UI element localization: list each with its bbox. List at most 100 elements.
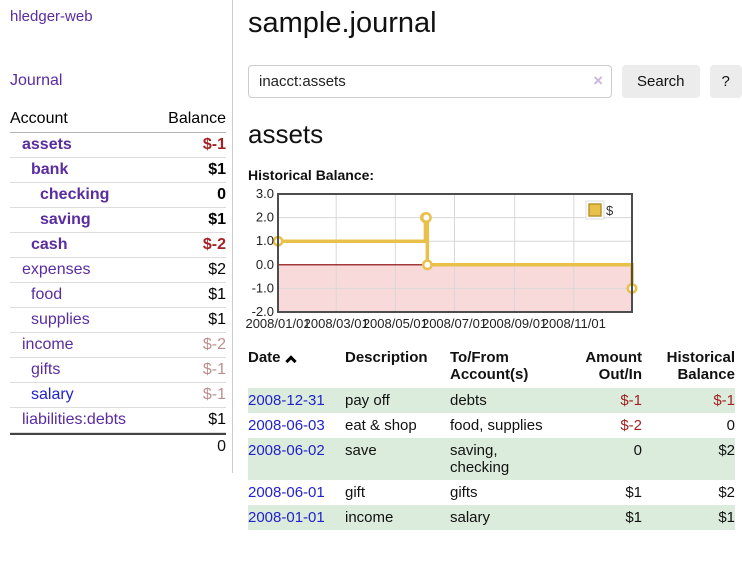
transaction-accounts: food, supplies [450, 416, 543, 434]
account-link[interactable]: income [22, 336, 74, 353]
transaction-row[interactable]: 2008-06-02 save saving, checking 0 $2 [248, 437, 735, 480]
register-rows: 2008-12-31 pay off debts $-1 $-1 2008-06-03 ea… [248, 387, 735, 530]
historical-balance-chart[interactable]: $3.0 2.0 1.0 0.0 -1.0 -2.0 2008/01/01 2008/03/0… [245, 186, 742, 334]
register-column-date[interactable]: Date [248, 349, 345, 383]
svg-text:2008/09/01: 2008/09/01 [482, 316, 547, 331]
search-box: × [248, 64, 612, 98]
account-row: cash $-2 [10, 233, 226, 258]
account-balance: $1 [208, 286, 226, 303]
transaction-date-cell: 2008-01-01 [248, 509, 345, 526]
transaction-balance: 0 [726, 416, 735, 434]
account-balance: $-1 [202, 386, 226, 403]
transaction-date-link[interactable]: 2008-06-01 [248, 483, 325, 501]
transaction-amount: $-1 [620, 391, 642, 409]
svg-text:2008/03/01: 2008/03/01 [304, 316, 369, 331]
chart-label: Historical Balance: [248, 166, 375, 183]
register-column-accounts: To/From Account(s) [450, 348, 529, 383]
account-balance: $1 [208, 311, 226, 328]
account-row: assets $-1 [10, 133, 226, 158]
account-balance: $-1 [202, 361, 226, 378]
account-row: food $1 [10, 283, 226, 308]
transaction-date-link[interactable]: 2008-06-03 [248, 416, 325, 434]
transaction-balance: $-1 [713, 391, 735, 409]
account-row: income $-2 [10, 333, 226, 358]
account-link[interactable]: assets [22, 136, 72, 153]
register-table-header: Date Description To/From Account(s) Amou… [248, 349, 735, 383]
transaction-description: pay off [345, 391, 390, 409]
transaction-date-link[interactable]: 2008-06-02 [248, 441, 325, 459]
transaction-date-cell: 2008-06-03 [248, 417, 345, 434]
account-link[interactable]: liabilities:debts [22, 411, 127, 428]
chart-svg: $3.0 2.0 1.0 0.0 -1.0 -2.02008/01/012008/03/0… [245, 186, 638, 331]
account-row: liabilities:debts $1 [10, 408, 226, 433]
transaction-row[interactable]: 2008-01-01 income salary $1 $1 [248, 504, 735, 530]
page-title: sample.journal [248, 7, 437, 39]
accounts-column-balance: Balance [168, 110, 226, 127]
transaction-date-link[interactable]: 2008-01-01 [248, 508, 325, 526]
account-link[interactable]: checking [40, 186, 110, 203]
search-button[interactable]: Search [622, 64, 700, 98]
search-input[interactable] [248, 64, 612, 98]
account-row: bank $1 [10, 158, 226, 183]
transaction-row[interactable]: 2008-12-31 pay off debts $-1 $-1 [248, 387, 735, 413]
account-balance: $1 [208, 161, 226, 178]
transaction-balance: $2 [718, 441, 735, 459]
account-link[interactable]: bank [31, 161, 69, 178]
transaction-balance: $2 [718, 483, 735, 501]
transaction-accounts: saving, checking [450, 441, 510, 476]
transaction-description: save [345, 441, 377, 459]
transaction-accounts: gifts [450, 483, 478, 501]
register-table: Date Description To/From Account(s) Amou… [248, 349, 735, 530]
transaction-amount: 0 [633, 441, 642, 459]
account-row: saving $1 [10, 208, 226, 233]
account-balance: $-2 [202, 336, 226, 353]
accounts-table-header: Account Balance [10, 106, 226, 133]
main-content: sample.journal × Search ? assets Histori… [233, 0, 742, 530]
sidebar-item-journal[interactable]: Journal [10, 72, 63, 89]
app-brand-link[interactable]: hledger-web [10, 8, 93, 25]
transaction-balance: $1 [718, 508, 735, 526]
account-balance: $2 [208, 261, 226, 278]
account-link[interactable]: salary [31, 386, 74, 403]
account-balance: $1 [208, 411, 226, 428]
transaction-description: eat & shop [345, 416, 417, 434]
search-bar: × Search ? [248, 64, 742, 98]
chart-legend-label: $ [606, 203, 614, 218]
register-column-amount: Amount Out/In [585, 348, 642, 383]
transaction-date-link[interactable]: 2008-12-31 [248, 391, 325, 409]
svg-text:3.0: 3.0 [256, 186, 274, 201]
account-balance: $-2 [202, 236, 226, 253]
account-link[interactable]: gifts [31, 361, 61, 378]
account-title: assets [248, 118, 324, 149]
transaction-amount: $1 [625, 483, 642, 501]
svg-text:2.0: 2.0 [256, 210, 274, 225]
transaction-row[interactable]: 2008-06-03 eat & shop food, supplies $-2 0 [248, 413, 735, 438]
transaction-amount: $-2 [620, 416, 642, 434]
accounts-table: Account Balance assets $-1 bank $1 checking 0… [10, 106, 226, 459]
register-column-description: Description [345, 348, 428, 366]
transaction-description: gift [345, 483, 366, 501]
clear-search-icon[interactable]: × [593, 70, 603, 90]
svg-text:2008/01/01: 2008/01/01 [245, 316, 310, 331]
account-row: supplies $1 [10, 308, 226, 333]
account-balance: $-1 [202, 136, 226, 153]
account-row: checking 0 [10, 183, 226, 208]
transaction-row[interactable]: 2008-06-01 gift gifts $1 $2 [248, 480, 735, 505]
account-link[interactable]: saving [40, 211, 91, 228]
svg-text:-2.0: -2.0 [252, 304, 274, 319]
accounts-total-value: 0 [217, 438, 226, 455]
accounts-column-account: Account [10, 110, 68, 127]
help-button[interactable]: ? [709, 64, 742, 98]
svg-text:-1.0: -1.0 [252, 280, 274, 295]
account-link[interactable]: cash [31, 236, 68, 253]
sidebar: hledger-web Journal Account Balance asse… [0, 0, 233, 473]
account-link[interactable]: supplies [31, 311, 90, 328]
account-link[interactable]: expenses [22, 261, 91, 278]
transaction-date-cell: 2008-06-02 [248, 442, 345, 476]
accounts-rows: assets $-1 bank $1 checking 0 saving $1 cash $-2 e… [10, 133, 226, 433]
account-link[interactable]: food [31, 286, 63, 303]
app-layout: hledger-web Journal Account Balance asse… [0, 0, 742, 530]
transaction-description: income [345, 508, 394, 526]
transaction-date-cell: 2008-06-01 [248, 484, 345, 501]
svg-text:1.0: 1.0 [256, 233, 274, 248]
